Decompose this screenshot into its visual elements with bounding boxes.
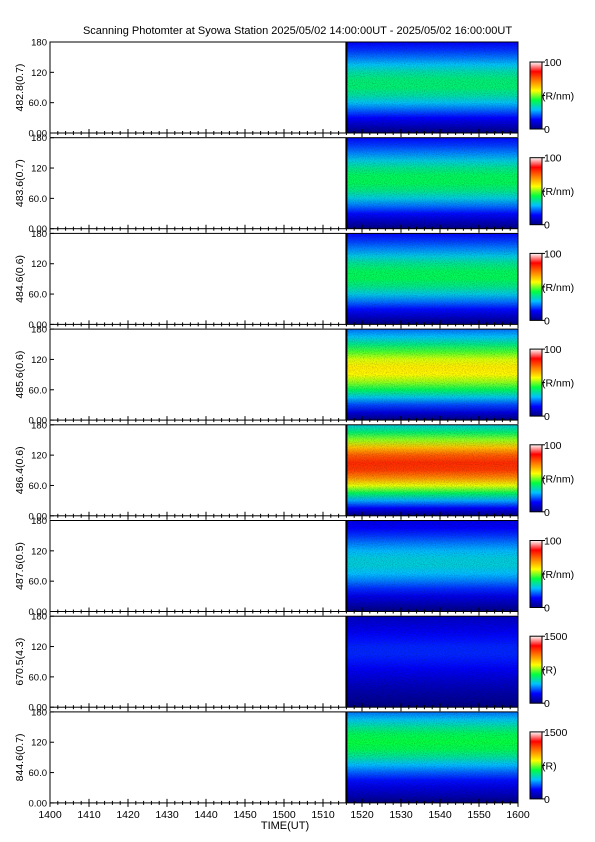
panel-4-label: 485.6(0.6) — [14, 351, 26, 399]
panel-1-label: 482.8(0.7) — [14, 64, 26, 112]
y-tick-label: 60.0 — [29, 481, 48, 492]
colorbar-min-label: 0 — [544, 603, 550, 615]
colorbar-max-label: 1500 — [544, 631, 568, 643]
panel-2-label: 483.6(0.7) — [14, 159, 26, 207]
y-tick-label: 180 — [31, 612, 47, 623]
panel-6-heatmap-noise — [346, 520, 518, 612]
x-tick-label: 1510 — [311, 809, 335, 821]
y-tick-label: 120 — [31, 259, 47, 270]
x-tick-label: 1430 — [155, 809, 179, 821]
panel-3-colorbar — [529, 252, 543, 321]
y-tick-label: 180 — [31, 133, 47, 144]
colorbar-unit-label: (R/nm) — [542, 569, 574, 581]
panel-6-colorbar — [529, 540, 543, 608]
panel-7-label: 670.5(4.3) — [14, 638, 26, 686]
y-tick-label: 180 — [31, 229, 47, 240]
y-tick-label: 60.0 — [29, 385, 48, 396]
colorbar-unit-label: (R/nm) — [542, 186, 574, 198]
x-axis-title: TIME(UT) — [260, 820, 310, 832]
panel-8-label: 844.6(0.7) — [14, 733, 26, 781]
colorbar-unit-label: (R) — [542, 665, 557, 677]
y-tick-label: 180 — [31, 516, 47, 527]
y-tick-label: 60.0 — [29, 768, 48, 779]
y-tick-label: 180 — [31, 420, 47, 431]
chart-title: Scanning Photomter at Syowa Station 2025… — [82, 25, 513, 37]
colorbar-min-label: 0 — [544, 124, 550, 136]
x-tick-label: 1420 — [116, 809, 140, 821]
y-tick-label: 120 — [31, 642, 47, 653]
y-tick-label: 120 — [31, 68, 47, 79]
x-tick-label: 1520 — [350, 809, 374, 821]
colorbar-unit-label: (R) — [542, 760, 557, 772]
colorbar-min-label: 0 — [544, 794, 550, 806]
x-tick-label: 1530 — [389, 809, 413, 821]
panel-6-label: 487.6(0.5) — [14, 542, 26, 590]
y-tick-label: 0.00 — [29, 416, 48, 427]
colorbar-min-label: 0 — [544, 220, 550, 232]
y-tick-label: 0.00 — [29, 511, 48, 522]
panel-7-heatmap-noise — [346, 616, 518, 708]
panel-3-heatmap-noise — [346, 233, 518, 325]
y-tick-label: 0.00 — [29, 607, 48, 618]
colorbar-max-label: 100 — [544, 248, 562, 260]
colorbar-unit-label: (R/nm) — [542, 378, 574, 390]
x-tick-label: 1550 — [467, 809, 491, 821]
y-tick-label: 0.00 — [29, 224, 48, 235]
y-tick-label: 60.0 — [29, 98, 48, 109]
y-tick-label: 0.00 — [29, 798, 48, 809]
panel-5-label: 486.4(0.6) — [14, 446, 26, 494]
x-tick-label: 1500 — [272, 809, 296, 821]
panel-8-heatmap-noise — [346, 711, 518, 803]
y-tick-label: 0.00 — [29, 320, 48, 331]
colorbar-max-label: 100 — [544, 57, 562, 69]
colorbar-max-label: 100 — [544, 344, 562, 356]
colorbar-max-label: 100 — [544, 153, 562, 165]
panel-8-colorbar — [529, 731, 543, 800]
x-tick-label: 1440 — [194, 809, 218, 821]
panel-5-heatmap-noise — [346, 424, 518, 516]
panel-2-colorbar — [529, 157, 543, 226]
y-tick-label: 60.0 — [29, 577, 48, 588]
colorbar-min-label: 0 — [544, 315, 550, 327]
panel-4-colorbar — [529, 348, 543, 417]
colorbar-unit-label: (R/nm) — [542, 473, 574, 485]
y-tick-label: 120 — [31, 738, 47, 749]
x-tick-label: 1410 — [77, 809, 101, 821]
colorbar-min-label: 0 — [544, 411, 550, 423]
colorbar-max-label: 100 — [544, 440, 562, 452]
y-tick-label: 180 — [31, 707, 47, 718]
y-tick-label: 60.0 — [29, 290, 48, 301]
x-tick-label: 1540 — [428, 809, 452, 821]
y-tick-label: 180 — [31, 325, 47, 336]
panel-4-heatmap-noise — [346, 329, 518, 421]
panel-3-label: 484.6(0.6) — [14, 255, 26, 303]
colorbar-min-label: 0 — [544, 507, 550, 519]
y-tick-label: 180 — [31, 38, 47, 49]
colorbar-unit-label: (R/nm) — [542, 282, 574, 294]
y-tick-label: 0.00 — [29, 129, 48, 140]
y-tick-label: 120 — [31, 164, 47, 175]
panel-1-heatmap-noise — [346, 42, 518, 133]
x-tick-label: 1600 — [506, 809, 530, 821]
y-tick-label: 0.00 — [29, 703, 48, 714]
y-tick-label: 120 — [31, 451, 47, 462]
colorbar-max-label: 100 — [544, 536, 562, 548]
panel-2-heatmap-noise — [346, 137, 518, 229]
colorbar-unit-label: (R/nm) — [542, 91, 574, 103]
colorbar-min-label: 0 — [544, 698, 550, 710]
panel-1-colorbar — [529, 61, 543, 130]
y-tick-label: 120 — [31, 355, 47, 366]
y-tick-label: 60.0 — [29, 194, 48, 205]
y-tick-label: 120 — [31, 546, 47, 557]
x-tick-label: 1400 — [38, 809, 62, 821]
x-tick-label: 1450 — [233, 809, 257, 821]
y-tick-label: 60.0 — [29, 672, 48, 683]
panel-5-colorbar — [529, 444, 543, 513]
panel-7-colorbar — [529, 635, 543, 704]
colorbar-max-label: 1500 — [544, 727, 568, 739]
